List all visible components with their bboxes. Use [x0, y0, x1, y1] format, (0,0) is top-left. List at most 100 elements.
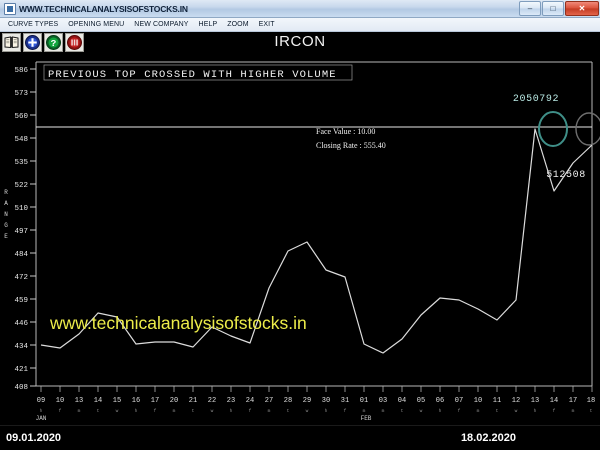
x-tick-label: 16 — [132, 397, 140, 405]
weekday-code: w — [306, 409, 309, 414]
weekday-code: h — [135, 408, 138, 414]
x-tick-label: 17 — [569, 397, 577, 405]
x-tick-label: 20 — [170, 397, 178, 405]
weekday-code: f — [344, 408, 347, 414]
x-tick-label: 15 — [113, 397, 121, 405]
weekday-code: t — [287, 408, 290, 414]
y-axis-title-char: N — [4, 211, 8, 218]
status-start-date: 09.01.2020 — [6, 432, 62, 444]
menu-exit[interactable]: EXIT — [258, 21, 275, 28]
x-tick-label: 28 — [284, 397, 292, 405]
y-tick-label: 408 — [14, 384, 28, 392]
weekday-code: m — [173, 409, 176, 414]
y-tick-label: 573 — [14, 90, 28, 98]
high-volume-circle-marker — [538, 111, 568, 147]
title-bar: WWW.TECHNICALANALYSISOFSTOCKS.IN – □ ✕ — [0, 0, 600, 18]
blue-plus-icon[interactable] — [23, 33, 42, 52]
book-icon[interactable] — [2, 33, 21, 52]
x-tick-label: 10 — [474, 397, 482, 405]
x-tick-label: 01 — [360, 397, 368, 405]
menu-help[interactable]: HELP — [198, 21, 218, 28]
y-tick-label: 484 — [14, 251, 28, 259]
x-tick-label: 17 — [151, 397, 159, 405]
month-marker-jan: JAN — [36, 415, 47, 422]
y-tick-label: 510 — [14, 205, 28, 213]
y-axis-title: R A N G E — [4, 189, 8, 240]
x-tick-label: 29 — [303, 397, 311, 405]
x-tick-label: 11 — [493, 397, 501, 405]
x-tick-label: 04 — [398, 397, 406, 405]
watermark-text: www.technicalanalysisofstocks.in — [49, 313, 307, 333]
weekday-code: f — [249, 408, 252, 414]
red-stop-icon[interactable] — [65, 33, 84, 52]
minimize-button[interactable]: – — [519, 1, 541, 16]
info-panel: Face Value : 10.00 Closing Rate : 555.40 — [316, 127, 386, 150]
window-controls: – □ ✕ — [519, 0, 600, 18]
menu-bar: CURVE TYPES OPENING MENU NEW COMPANY HEL… — [0, 18, 600, 32]
weekday-code: w — [515, 409, 518, 414]
y-tick-label: 421 — [14, 366, 28, 374]
month-marker-feb: FEB — [361, 415, 372, 422]
y-axis-title-char: R — [4, 189, 8, 196]
weekday-code: h — [325, 408, 328, 414]
weekday-code: w — [116, 409, 119, 414]
weekday-code: h — [230, 408, 233, 414]
x-tick-label: 22 — [208, 397, 216, 405]
y-tick-label: 497 — [14, 228, 28, 236]
weekday-code: f — [59, 408, 62, 414]
x-tick-label: 12 — [512, 397, 520, 405]
svg-text:?: ? — [51, 38, 57, 49]
x-tick-label: 18 — [587, 397, 595, 405]
app-icon — [4, 2, 16, 15]
y-axis-ticks — [30, 68, 36, 387]
green-question-icon[interactable]: ? — [44, 33, 63, 52]
toolbar: ? — [0, 32, 600, 53]
maximize-button[interactable]: □ — [542, 1, 564, 16]
y-tick-label: 548 — [14, 136, 28, 144]
secondary-circle-marker — [575, 112, 600, 146]
y-axis-title-char: G — [4, 222, 8, 229]
volume-annotation-high: 2050792 — [513, 94, 559, 105]
window-title: WWW.TECHNICALANALYSISOFSTOCKS.IN — [19, 3, 188, 14]
y-tick-label: 446 — [14, 320, 28, 328]
chart-background — [0, 53, 600, 425]
x-tick-label: 03 — [379, 397, 387, 405]
volume-annotation-low: 512508 — [546, 170, 586, 181]
x-tick-label: 23 — [227, 397, 235, 405]
y-tick-label: 586 — [14, 67, 28, 75]
close-button[interactable]: ✕ — [565, 1, 599, 16]
weekday-code: t — [590, 408, 593, 414]
weekday-code: f — [458, 408, 461, 414]
x-tick-label: 14 — [550, 397, 558, 405]
weekday-code: f — [553, 408, 556, 414]
x-tick-label: 13 — [531, 397, 539, 405]
weekday-code: h — [40, 408, 43, 414]
closing-rate-text: Closing Rate : 555.40 — [316, 141, 386, 150]
x-tick-label: 27 — [265, 397, 273, 405]
menu-zoom[interactable]: ZOOM — [227, 21, 249, 28]
x-axis-weekday-codes: h f m t w h f m t w h f m t w h f m m t — [40, 408, 593, 414]
y-tick-label: 522 — [14, 182, 28, 190]
menu-new-company[interactable]: NEW COMPANY — [134, 21, 189, 28]
weekday-code: m — [572, 409, 575, 414]
y-tick-label: 459 — [14, 297, 28, 305]
menu-curve-types[interactable]: CURVE TYPES — [8, 21, 59, 28]
status-end-date: 18.02.2020 — [460, 432, 516, 444]
chart-canvas[interactable]: 586 573 560 548 535 522 510 497 484 472 … — [0, 53, 600, 425]
weekday-code: t — [97, 408, 100, 414]
chart-svg: 586 573 560 548 535 522 510 497 484 472 … — [0, 53, 600, 425]
y-tick-label: 560 — [14, 113, 28, 121]
x-tick-label: 07 — [455, 397, 463, 405]
x-tick-label: 31 — [341, 397, 349, 405]
menu-opening-menu[interactable]: OPENING MENU — [68, 21, 125, 28]
weekday-code: w — [420, 409, 423, 414]
y-tick-label: 472 — [14, 274, 28, 282]
y-tick-label: 535 — [14, 159, 28, 167]
x-tick-label: 05 — [417, 397, 425, 405]
x-axis-labels: 09 10 13 14 15 16 17 20 21 22 23 24 27 2… — [37, 397, 595, 405]
weekday-code: f — [154, 408, 157, 414]
x-tick-label: 24 — [246, 397, 254, 405]
weekday-code: t — [192, 408, 195, 414]
x-tick-label: 14 — [94, 397, 102, 405]
